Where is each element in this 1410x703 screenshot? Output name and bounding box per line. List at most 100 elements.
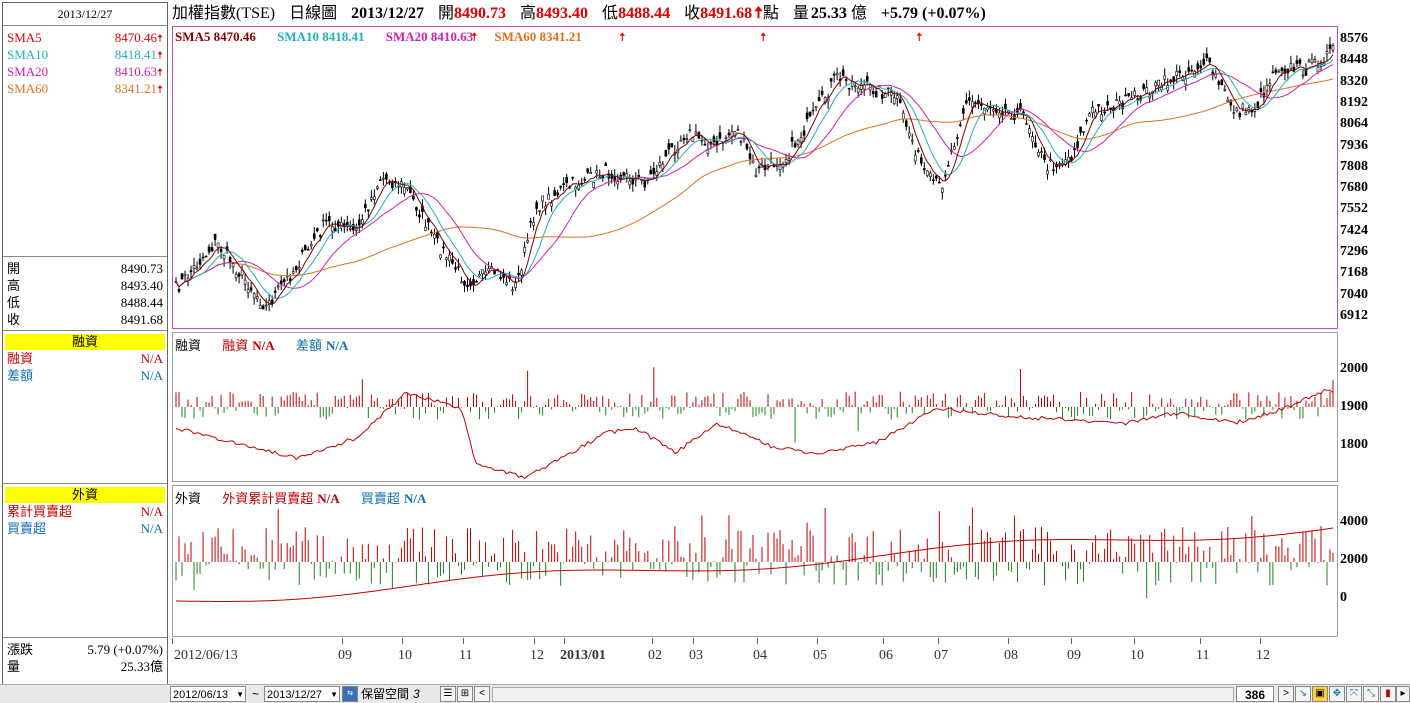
candle-body <box>688 129 692 132</box>
candle-body <box>583 178 587 181</box>
candle-body <box>835 72 839 76</box>
candle-body <box>1031 136 1034 142</box>
reserve-value[interactable]: 3 <box>413 687 420 701</box>
candle-body <box>361 219 364 225</box>
more-icon[interactable]: ▸ <box>1396 686 1410 702</box>
info-change: 漲跌 5.79 (+0.07%) <box>7 642 163 657</box>
candle-body <box>745 143 749 150</box>
candle-body <box>1292 66 1296 72</box>
candle-body <box>571 176 574 179</box>
candle-body <box>865 76 869 82</box>
candle-body <box>1268 83 1272 87</box>
fit-icon[interactable]: ⤧ <box>1346 686 1362 702</box>
date-tick <box>1200 638 1201 644</box>
divider <box>3 483 167 484</box>
candle-body <box>355 228 358 231</box>
candle-body <box>1298 59 1302 64</box>
date-tick-label: 11 <box>459 648 473 663</box>
candle-body <box>517 272 520 276</box>
candle-body <box>947 165 950 167</box>
scroll-left-icon[interactable]: < <box>474 686 490 702</box>
candle-icon[interactable]: ▮ <box>1380 686 1396 702</box>
up-arrow-icon: 🠅 <box>754 5 763 22</box>
candle-body <box>938 181 941 184</box>
candle-body <box>1034 142 1037 148</box>
candle-body <box>1010 118 1013 120</box>
shrink-icon[interactable]: ⤡ <box>1363 686 1379 702</box>
candle-body <box>297 267 301 270</box>
candle-body <box>805 112 809 120</box>
candle-body <box>1217 81 1221 85</box>
candle-body <box>502 274 505 278</box>
date-apply-icon[interactable]: ⇆ <box>342 686 358 702</box>
range-tilde: ~ <box>252 687 260 701</box>
date-tick <box>534 638 535 644</box>
candle-body <box>1133 90 1136 96</box>
candle-body <box>586 168 590 173</box>
price-chart-panel[interactable]: SMA5 8470.46 SMA10 8418.41 SMA20 8410.63… <box>172 26 1338 329</box>
up-arrow-icon: 🠅 <box>156 67 163 79</box>
candle-body <box>1040 151 1043 153</box>
foreign-chart <box>175 507 1334 602</box>
candle-body <box>856 87 860 93</box>
candle-body <box>922 168 926 171</box>
date-tick-label: 2013/01 <box>560 648 606 663</box>
candle-body <box>451 258 454 264</box>
end-date-select[interactable]: 2013/12/27 ▼ <box>264 686 340 702</box>
candle-body <box>1295 60 1299 64</box>
candle-body <box>814 106 818 109</box>
candle-body <box>460 281 463 284</box>
candle-body <box>1067 156 1070 162</box>
calendar-icon[interactable]: ▣ <box>1312 686 1328 702</box>
candle-body <box>177 288 181 292</box>
candle-body <box>358 219 361 226</box>
info-sma5: SMA5 8470.46🠅 <box>7 30 163 45</box>
candle-body <box>478 274 481 277</box>
grid-icon[interactable]: ☰ <box>440 686 456 702</box>
candle-body <box>1142 84 1145 89</box>
index-name: 加權指數(TSE) <box>172 5 276 22</box>
info-low: 低 8488.44 <box>7 295 163 310</box>
info-sma20: SMA20 8410.63🠅 <box>7 64 163 79</box>
chart-title-bar: 加權指數(TSE) 日線圖 2013/12/27 開8490.73 高8493.… <box>172 5 986 22</box>
date-tick-label: 10 <box>398 648 412 663</box>
candle-body <box>992 109 995 112</box>
candle-body <box>1136 98 1139 100</box>
settings-icon[interactable]: ⊞ <box>457 686 473 702</box>
candle-body <box>880 94 884 99</box>
candle-body <box>270 299 274 304</box>
margin-chart-panel[interactable]: 融資 融資 N/A 差額 N/A <box>172 332 1338 482</box>
candle-body <box>757 166 761 169</box>
candle-body <box>1193 71 1197 78</box>
candle-body <box>1079 126 1082 133</box>
candle-body <box>649 169 653 175</box>
candle-body <box>333 228 337 232</box>
candle-body <box>180 273 184 280</box>
date-tick <box>652 638 653 644</box>
start-date-select[interactable]: 2012/06/13 ▼ <box>170 686 246 702</box>
foreign-chart-panel[interactable]: 外資 外資累計買賣超 N/A 買賣超 N/A <box>172 485 1338 637</box>
horizontal-scrollbar[interactable] <box>492 687 1234 702</box>
candle-body <box>799 137 803 143</box>
candle-body <box>901 112 905 120</box>
candle-body <box>748 153 752 160</box>
scroll-right-icon[interactable]: > <box>1278 686 1294 702</box>
date-tick <box>757 638 758 644</box>
candle-body <box>1310 58 1314 64</box>
candle-body <box>718 132 722 139</box>
margin-chart <box>175 367 1334 480</box>
candle-body <box>1085 119 1088 122</box>
date-tick-label: 2012/06/13 <box>174 648 238 663</box>
zoom-in-icon[interactable]: ↘ <box>1295 686 1311 702</box>
candle-body <box>216 242 220 248</box>
axis-tick-label: 4000 <box>1340 514 1368 529</box>
candle-body <box>249 287 253 291</box>
expand-icon[interactable]: ✥ <box>1329 686 1345 702</box>
candle-body <box>1100 114 1103 121</box>
candle-body <box>1331 45 1335 51</box>
candle-body <box>1091 106 1094 114</box>
candle-body <box>1163 75 1167 80</box>
info-margin-diff: 差額 N/A <box>7 368 163 383</box>
candle-body <box>1109 107 1112 110</box>
high-value: 8493.40 <box>536 5 589 22</box>
